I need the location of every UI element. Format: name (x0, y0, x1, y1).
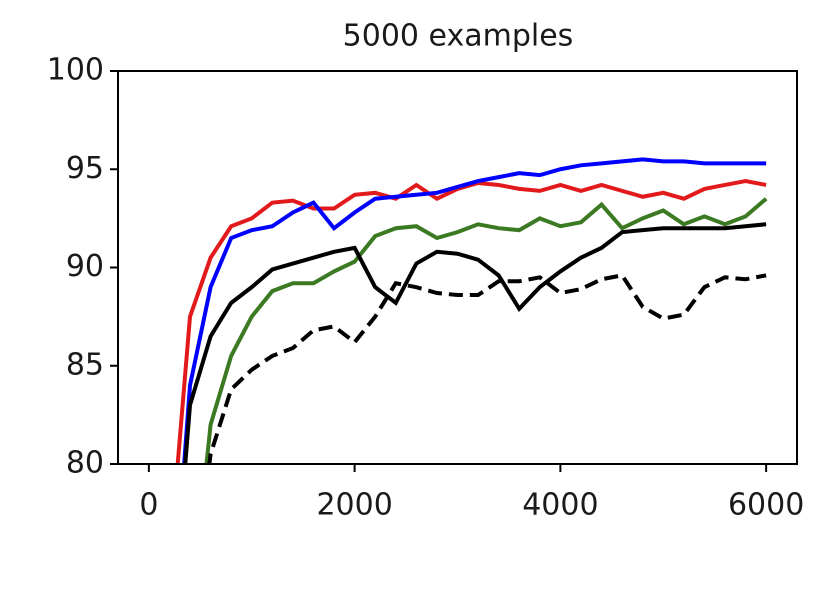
y-tick-label: 80 (66, 446, 104, 481)
y-tick-label: 90 (66, 249, 104, 284)
x-tick-label: 2000 (316, 488, 392, 523)
series-line (183, 222, 767, 464)
series-line (175, 179, 767, 464)
plot-area (175, 157, 768, 464)
chart-title: 5000 examples (343, 19, 574, 54)
series-line (204, 197, 768, 464)
x-tick-label: 6000 (728, 488, 804, 523)
y-tick-label: 95 (66, 151, 104, 186)
x-tick-label: 4000 (522, 488, 598, 523)
series-line (182, 157, 767, 464)
x-tick-label: 0 (139, 488, 158, 523)
y-tick-label: 100 (47, 53, 104, 88)
series-line (207, 273, 767, 464)
y-tick-label: 85 (66, 347, 104, 382)
